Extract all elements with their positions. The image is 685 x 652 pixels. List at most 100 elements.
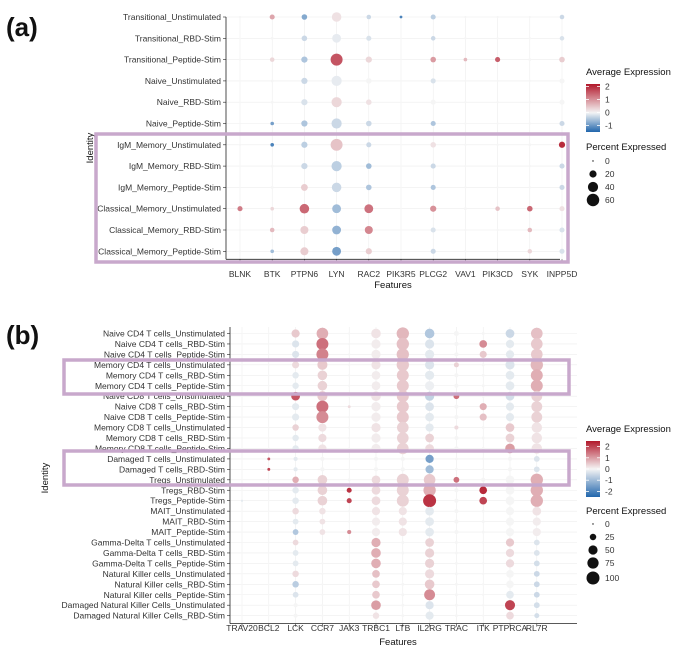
dot <box>365 56 372 63</box>
dot <box>454 352 459 357</box>
dot <box>425 423 434 432</box>
dot <box>479 486 488 495</box>
dot <box>401 551 405 555</box>
dot <box>348 562 350 565</box>
dot <box>371 370 381 380</box>
y-tick-label: Damaged Natural Killer Cells_Unstimulate… <box>62 600 226 610</box>
dot <box>318 433 327 443</box>
dot <box>454 582 458 586</box>
dot <box>495 57 501 63</box>
dot <box>299 203 310 214</box>
color-legend-title: Average Expression <box>586 67 671 78</box>
color-bar-label: 1 <box>605 95 610 105</box>
dot <box>464 207 467 211</box>
dot <box>292 507 299 515</box>
y-tick-label: Memory CD8 T cells_RBD-Stim <box>106 433 225 443</box>
dot <box>505 360 515 370</box>
dot <box>347 478 351 482</box>
dot <box>396 421 409 434</box>
panel-a: (a) Transitional_Unstimulated Transitional… <box>6 12 671 291</box>
dot <box>238 58 242 61</box>
dot <box>425 538 434 547</box>
dot <box>454 519 459 524</box>
dot <box>268 489 270 491</box>
y-tick-label: Transitional_RBD-Stim <box>135 33 221 43</box>
dot <box>505 485 515 495</box>
dot <box>241 416 243 418</box>
dot <box>464 79 467 83</box>
dot <box>454 498 459 503</box>
dot <box>504 600 516 611</box>
dot <box>241 531 243 533</box>
dot <box>531 422 543 433</box>
panel-label-b: (b) <box>6 320 39 350</box>
dot <box>532 527 541 537</box>
dot <box>454 509 459 514</box>
dot <box>482 468 485 471</box>
size-legend-label: 100 <box>605 573 619 583</box>
y-axis-title: Identity <box>85 132 96 163</box>
dot <box>316 411 329 424</box>
dot <box>316 400 329 413</box>
dot <box>348 458 350 460</box>
dot <box>346 498 352 504</box>
dot <box>241 468 243 471</box>
dot <box>559 36 565 41</box>
dot <box>320 467 325 472</box>
dot <box>347 405 351 409</box>
dot <box>317 474 328 485</box>
dot <box>464 15 467 19</box>
dot <box>530 327 543 340</box>
dot <box>430 142 436 148</box>
color-bar-label: -2 <box>605 486 613 496</box>
dot <box>321 614 324 617</box>
dot <box>292 560 299 567</box>
dot <box>366 35 372 41</box>
dot <box>400 467 405 472</box>
dot <box>348 426 351 429</box>
dot <box>430 184 436 190</box>
dot <box>331 118 342 129</box>
dot <box>317 359 328 370</box>
dot <box>371 422 381 433</box>
dot <box>241 510 243 512</box>
dot <box>482 562 485 565</box>
y-tick-label: Naive CD4 T cells_Peptide-Stim <box>104 349 225 359</box>
y-tick-label: Naive_RBD-Stim <box>157 97 221 107</box>
size-legend-label: 20 <box>605 169 615 179</box>
dot <box>400 58 402 61</box>
x-tick-label: TRAC <box>445 623 468 633</box>
x-axis-title: Features <box>374 280 412 291</box>
dot <box>396 327 409 340</box>
dot <box>454 341 459 347</box>
dot <box>270 36 274 40</box>
dot <box>559 248 565 254</box>
dot <box>425 548 435 558</box>
dot <box>373 456 379 461</box>
dot <box>241 541 243 544</box>
dot <box>481 426 485 429</box>
dot <box>559 99 565 105</box>
dot <box>268 614 270 617</box>
dot <box>268 604 270 606</box>
dot <box>348 510 351 513</box>
y-tick-label: Classical_Memory_Unstimulated <box>97 204 221 214</box>
dot <box>321 604 324 607</box>
dot <box>531 401 543 413</box>
dot <box>400 229 402 231</box>
dot <box>241 426 243 429</box>
dot <box>398 507 407 516</box>
size-legend-dot <box>586 571 600 585</box>
size-legend-dot <box>586 193 600 207</box>
dot <box>331 12 342 22</box>
color-bar-label: -1 <box>605 475 613 485</box>
dot <box>530 379 543 392</box>
dot <box>371 402 381 412</box>
dot <box>371 349 381 359</box>
y-tick-label: Tregs_Unstimulated <box>149 475 225 485</box>
x-tick-label: RAC2 <box>357 269 380 279</box>
color-bar-label: -1 <box>605 121 613 131</box>
dot <box>292 529 299 535</box>
dot <box>425 558 435 569</box>
